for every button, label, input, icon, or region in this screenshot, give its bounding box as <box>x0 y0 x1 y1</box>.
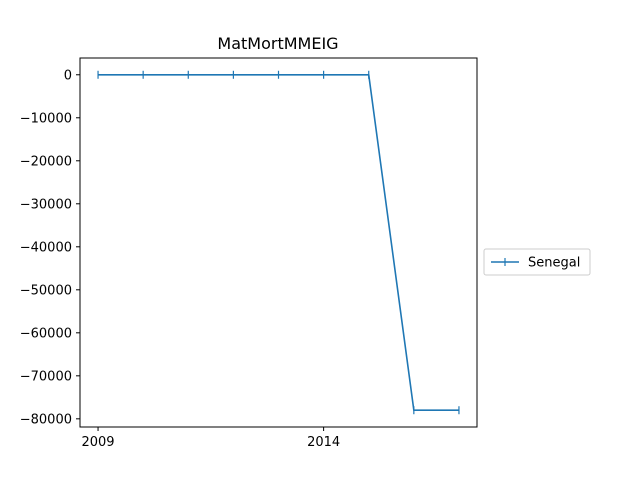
y-tick-label: −30000 <box>20 197 72 212</box>
plot-area: 0 −10000 −20000 −30000 −40000 −50000 −60000 −70… <box>20 57 478 450</box>
y-tick-label: −50000 <box>20 283 72 298</box>
x-tick-label: 2014 <box>307 435 340 450</box>
y-tick-label: −40000 <box>20 240 72 255</box>
y-tick-label: −80000 <box>20 412 72 427</box>
legend-box <box>483 248 591 276</box>
y-tick-label: −20000 <box>20 154 72 169</box>
legend: Senegal <box>483 248 591 276</box>
y-tick-label: −10000 <box>20 111 72 126</box>
chart-title: MatMortMMEIG <box>217 34 338 53</box>
y-tick-label: 0 <box>64 68 72 83</box>
y-tick-label: −60000 <box>20 326 72 341</box>
plot-frame <box>79 57 478 428</box>
series-line-senegal <box>98 73 459 412</box>
y-tick-label: −70000 <box>20 369 72 384</box>
legend-label: Senegal <box>528 256 580 271</box>
x-tick-label: 2009 <box>81 435 114 450</box>
